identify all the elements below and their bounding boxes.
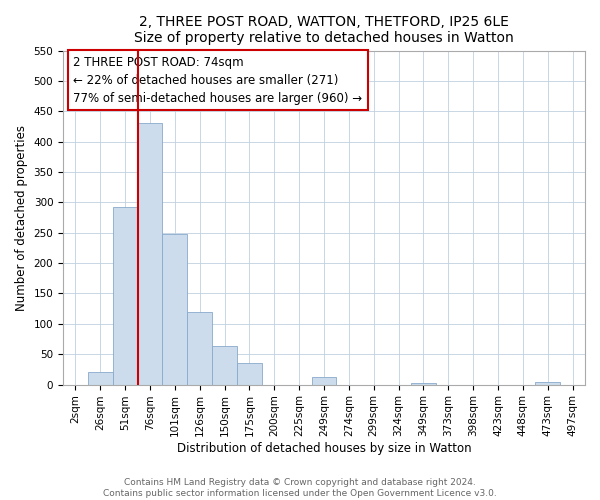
Bar xyxy=(237,362,262,384)
Bar xyxy=(311,378,337,384)
Bar xyxy=(212,346,237,385)
Bar xyxy=(163,234,187,384)
Bar xyxy=(113,206,137,384)
Bar xyxy=(137,124,163,384)
Text: Contains HM Land Registry data © Crown copyright and database right 2024.
Contai: Contains HM Land Registry data © Crown c… xyxy=(103,478,497,498)
Y-axis label: Number of detached properties: Number of detached properties xyxy=(15,124,28,310)
Title: 2, THREE POST ROAD, WATTON, THETFORD, IP25 6LE
Size of property relative to deta: 2, THREE POST ROAD, WATTON, THETFORD, IP… xyxy=(134,15,514,45)
Bar xyxy=(88,372,113,384)
Bar xyxy=(535,382,560,384)
Bar xyxy=(411,383,436,384)
X-axis label: Distribution of detached houses by size in Watton: Distribution of detached houses by size … xyxy=(177,442,472,455)
Text: 2 THREE POST ROAD: 74sqm
← 22% of detached houses are smaller (271)
77% of semi-: 2 THREE POST ROAD: 74sqm ← 22% of detach… xyxy=(73,56,362,104)
Bar xyxy=(187,312,212,384)
